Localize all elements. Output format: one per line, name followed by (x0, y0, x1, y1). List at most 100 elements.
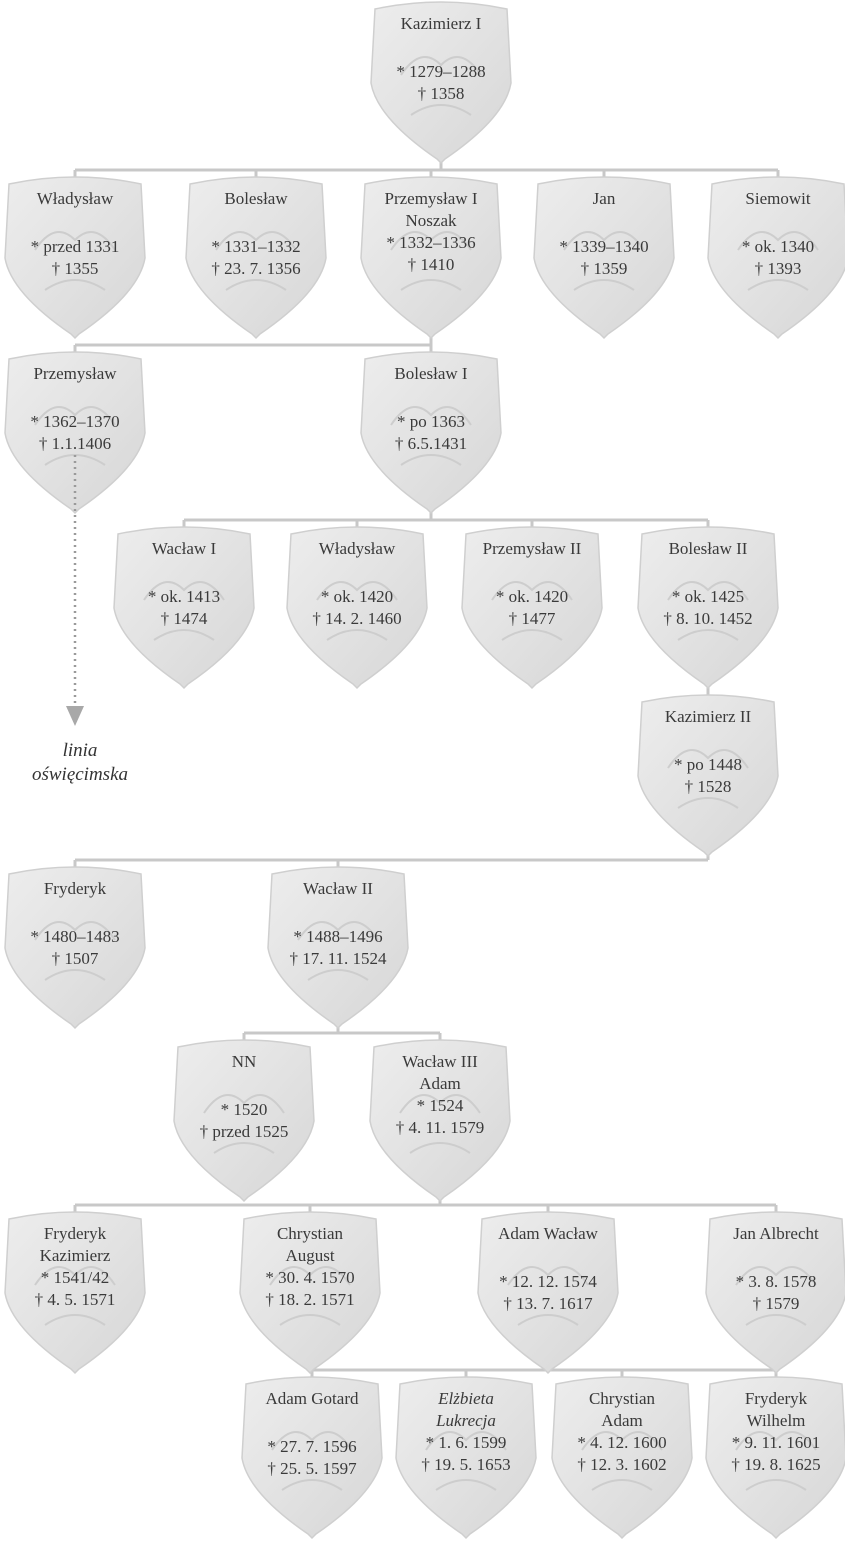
person-shield: Fryderyk Wilhelm * 9. 11. 1601 † 19. 8. 162… (705, 1376, 845, 1540)
shield-icon (551, 1376, 693, 1540)
person-name: Władysław (37, 189, 114, 208)
ornament-icon (581, 1431, 663, 1491)
person-name: Chrystian (589, 1389, 656, 1408)
ornament-icon (269, 1266, 351, 1326)
person-name: Wacław I (152, 539, 217, 558)
ornament-icon (143, 581, 225, 641)
birth-date: * ok. 1420 (496, 587, 568, 606)
death-date: † 13. 7. 1617 (503, 1294, 593, 1313)
birth-date: * ok. 1413 (148, 587, 220, 606)
ornament-icon (400, 56, 482, 116)
birth-date: * 1524 (417, 1096, 464, 1115)
shield-icon (395, 1376, 537, 1540)
death-date: † 19. 5. 1653 (421, 1455, 510, 1474)
person-name: Chrystian (277, 1224, 344, 1243)
person-name: Adam (419, 1074, 461, 1093)
ornament-icon (316, 581, 398, 641)
ornament-icon (735, 1431, 817, 1491)
shield-icon (705, 1376, 845, 1540)
shield-icon (267, 866, 409, 1030)
birth-date: * 1332–1336 (386, 233, 475, 252)
shield-icon (707, 176, 845, 340)
person-name: Kazimierz (40, 1246, 111, 1265)
shield-icon (637, 526, 779, 690)
arrow-down-icon (66, 706, 84, 726)
person-name: Wilhelm (747, 1411, 806, 1430)
shield-icon (4, 866, 146, 1030)
death-date: † 1410 (408, 255, 455, 274)
person-name: Wacław III (402, 1052, 478, 1071)
birth-date: * 12. 12. 1574 (499, 1272, 597, 1291)
shield-icon (113, 526, 255, 690)
birth-date: * 30. 4. 1570 (265, 1268, 354, 1287)
person-name: Jan Albrecht (733, 1224, 819, 1243)
ornament-icon (215, 231, 297, 291)
person-shield: Elżbieta Lukrecja * 1. 6. 1599 † 19. 5. 165… (395, 1376, 537, 1540)
person-name: Kazimierz I (401, 14, 482, 33)
person-name: Elżbieta (437, 1389, 494, 1408)
person-name: Bolesław (224, 189, 288, 208)
death-date: † 4. 11. 1579 (396, 1118, 485, 1137)
death-date: † 1579 (753, 1294, 800, 1313)
death-date: † przed 1525 (200, 1122, 289, 1141)
death-date: † 1358 (418, 84, 465, 103)
birth-date: * 1. 6. 1599 (426, 1433, 507, 1452)
person-name: Wacław II (303, 879, 373, 898)
death-date: † 14. 2. 1460 (312, 609, 401, 628)
person-name: Bolesław I (394, 364, 468, 383)
person-name: Adam (601, 1411, 643, 1430)
death-date: † 12. 3. 1602 (577, 1455, 666, 1474)
birth-date: * 1520 (221, 1100, 268, 1119)
death-date: † 19. 8. 1625 (731, 1455, 820, 1474)
person-name: Przemysław (33, 364, 117, 383)
shield-icon (185, 176, 327, 340)
person-name: Fryderyk (44, 1224, 107, 1243)
birth-date: * ok. 1420 (321, 587, 393, 606)
person-shield: Wacław I * ok. 1413 † 1474 (113, 526, 255, 690)
shield-icon (239, 1211, 381, 1375)
shield-icon (360, 351, 502, 515)
line-note: linia oświęcimska (32, 455, 128, 785)
person-name: Fryderyk (44, 879, 107, 898)
person-shield: Władysław * ok. 1420 † 14. 2. 1460 (286, 526, 428, 690)
ornament-icon (34, 231, 116, 291)
shield-icon (705, 1211, 845, 1375)
person-name: Noszak (406, 211, 457, 230)
person-shield: Kazimierz II * po 1448 † 1528 (637, 694, 779, 858)
person-name: Przemysław I (384, 189, 477, 208)
person-shield: Bolesław I * po 1363 † 6.5.1431 (360, 351, 502, 515)
person-name: Fryderyk (745, 1389, 808, 1408)
birth-date: * 1488–1496 (293, 927, 382, 946)
ornament-icon (737, 231, 819, 291)
shield-icon (286, 526, 428, 690)
birth-date: * 3. 8. 1578 (736, 1272, 817, 1291)
birth-date: * 4. 12. 1600 (577, 1433, 666, 1452)
ornament-icon (203, 1094, 285, 1154)
person-shield: Fryderyk * 1480–1483 † 1507 (4, 866, 146, 1030)
ornament-icon (399, 1094, 481, 1154)
person-name: Przemysław II (483, 539, 582, 558)
death-date: † 18. 2. 1571 (265, 1290, 354, 1309)
ornament-icon (667, 581, 749, 641)
ornament-icon (507, 1266, 589, 1326)
ornament-icon (271, 1431, 353, 1491)
person-shield: Przemysław I Noszak * 1332–1336 † 1410 (360, 176, 502, 340)
note-line-2: oświęcimska (32, 764, 128, 785)
death-date: † 4. 5. 1571 (35, 1290, 116, 1309)
birth-date: * 1541/42 (41, 1268, 109, 1287)
death-date: † 23. 7. 1356 (211, 259, 300, 278)
death-date: † 1355 (52, 259, 99, 278)
ornament-icon (735, 1266, 817, 1326)
person-name: Bolesław II (669, 539, 748, 558)
ornament-icon (297, 921, 379, 981)
ornament-icon (390, 406, 472, 466)
death-date: † 17. 11. 1524 (289, 949, 387, 968)
person-shield: Jan Albrecht * 3. 8. 1578 † 1579 (705, 1211, 845, 1375)
person-shield: Kazimierz I * 1279–1288 † 1358 (370, 1, 512, 165)
person-shield: Chrystian August * 30. 4. 1570 † 18. 2. 157… (239, 1211, 381, 1375)
birth-date: * po 1363 (397, 412, 465, 431)
person-shield: Fryderyk Kazimierz * 1541/42 † 4. 5. 1571 (4, 1211, 146, 1375)
person-shield: Przemysław II * ok. 1420 † 1477 (461, 526, 603, 690)
death-date: † 25. 5. 1597 (267, 1459, 357, 1478)
